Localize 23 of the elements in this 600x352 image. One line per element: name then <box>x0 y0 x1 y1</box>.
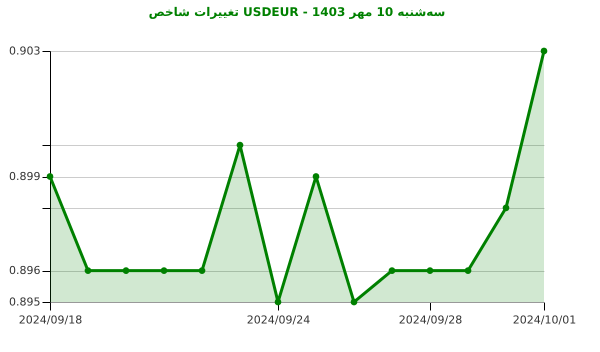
point <box>502 204 510 212</box>
point <box>540 48 548 54</box>
x-tick-label: 2024/09/18 <box>18 314 82 326</box>
x-tick-label: 2024/09/28 <box>398 314 462 326</box>
point <box>122 267 130 274</box>
y-tick-label: 0.903 <box>9 44 40 58</box>
point <box>464 267 472 274</box>
point <box>198 267 206 274</box>
y-tick-label: 0.895 <box>9 296 40 308</box>
point <box>388 267 396 274</box>
point <box>84 267 92 274</box>
x-tick-label: 2024/10/01 <box>512 314 576 326</box>
point <box>426 267 434 274</box>
point <box>160 267 168 274</box>
x-tick-label: 2024/09/24 <box>246 314 310 326</box>
y-tick-label: 0.899 <box>9 170 40 183</box>
point <box>46 173 54 180</box>
point <box>236 142 244 148</box>
point <box>312 173 320 180</box>
point <box>274 298 282 306</box>
y-tick-label: 0.896 <box>9 264 40 278</box>
chart-title: تغییرات شاخص USDEUR - سه‌شنبه 10 مهر 1403 <box>148 5 446 19</box>
point <box>350 298 358 306</box>
